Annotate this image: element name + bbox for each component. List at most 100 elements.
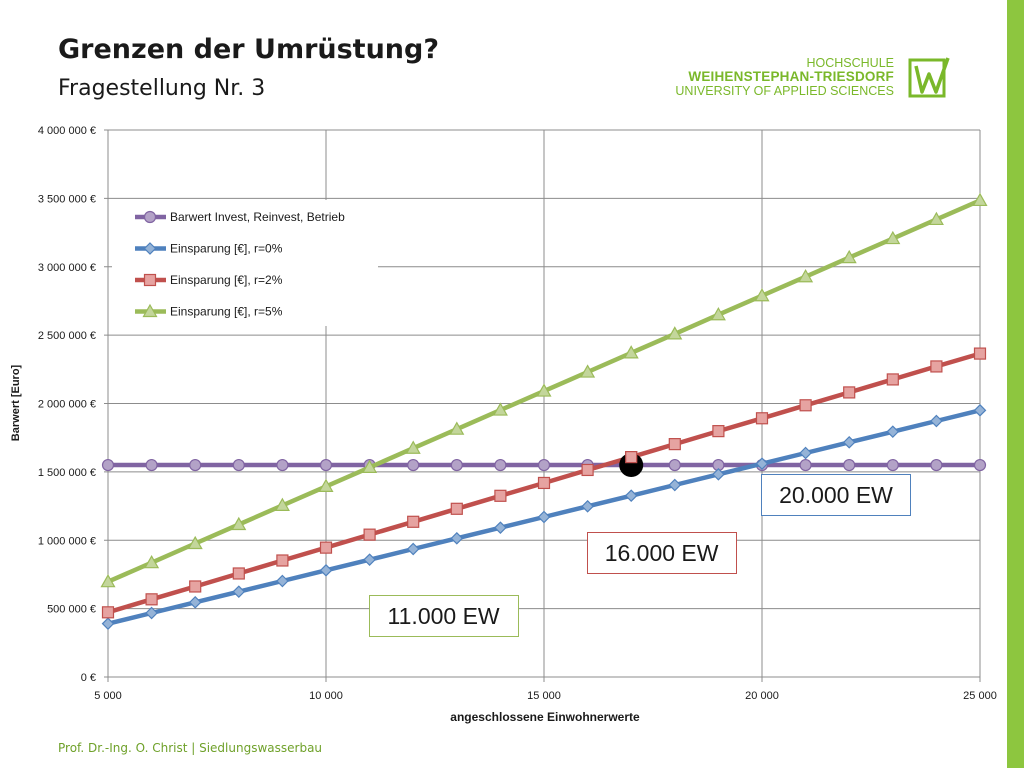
legend-label: Barwert Invest, Reinvest, Betrieb (170, 210, 345, 224)
data-point (710, 307, 726, 321)
data-point (450, 458, 463, 472)
data-point (625, 451, 638, 464)
slide-title: Grenzen der Umrüstung? (58, 34, 440, 65)
chart-series (100, 192, 988, 631)
y-tick-label: 1 000 000 € (38, 535, 96, 547)
logo-line-1: HOCHSCHULE (806, 56, 894, 70)
data-point (144, 554, 160, 569)
data-point (407, 458, 420, 472)
data-point (492, 402, 508, 416)
footer-text: Prof. Dr.-Ing. O. Christ | Siedlungswass… (58, 741, 323, 755)
data-point (101, 617, 115, 631)
data-point (537, 476, 551, 490)
x-tick-label: 25 000 (963, 690, 997, 702)
chart-axes: 0 € 500 000 € 1 000 000 € 1 500 000 € 2 000 … (38, 125, 997, 702)
data-point (143, 242, 157, 255)
data-point (537, 510, 551, 524)
data-point (843, 386, 856, 399)
data-point (362, 459, 378, 473)
data-point (712, 467, 725, 481)
y-axis-label: Barwert [Euro] (10, 364, 22, 441)
data-point (189, 458, 202, 472)
data-point (536, 383, 552, 397)
data-point (232, 585, 246, 599)
slide-subtitle: Fragestellung Nr. 3 (58, 76, 266, 101)
data-point (799, 458, 812, 472)
data-point (187, 535, 203, 550)
series-1 (101, 403, 987, 631)
university-logo: HOCHSCHULE WEIHENSTEPHAN-TRIESDORF UNIVE… (675, 56, 956, 102)
data-point (842, 435, 856, 449)
data-point (973, 347, 987, 360)
data-point (319, 541, 333, 554)
logo-text: HOCHSCHULE WEIHENSTEPHAN-TRIESDORF UNIVE… (675, 56, 894, 98)
data-point (623, 345, 639, 359)
data-point (799, 446, 812, 460)
data-point (405, 440, 421, 454)
y-tick-label: 3 000 000 € (38, 262, 96, 274)
data-point (142, 303, 158, 318)
x-tick-label: 5 000 (94, 690, 122, 702)
y-tick-label: 500 000 € (47, 604, 96, 616)
data-point (886, 425, 900, 439)
data-point (886, 373, 899, 386)
series-2 (101, 347, 987, 619)
data-point (799, 399, 812, 412)
x-tick-label: 20 000 (745, 690, 779, 702)
logo-line-2: WEIHENSTEPHAN-TRIESDORF (688, 69, 894, 84)
data-point (145, 606, 158, 620)
hswt-logo-icon (908, 57, 950, 98)
data-point (231, 516, 247, 531)
data-point (930, 360, 943, 373)
data-point (494, 489, 507, 502)
data-point (581, 499, 594, 513)
data-point (449, 421, 465, 435)
data-point (363, 528, 376, 541)
callout-20000-ew: 20.000 EW (761, 474, 911, 517)
y-tick-label: 1 500 000 € (38, 467, 96, 479)
data-point (363, 553, 376, 567)
data-point (537, 458, 551, 472)
logo-line-3: UNIVERSITY OF APPLIED SCIENCES (675, 84, 894, 98)
data-point (232, 458, 245, 472)
x-axis-label: angeschlossene Einwohnerwerte (450, 710, 640, 724)
data-point (145, 593, 158, 606)
data-point (319, 563, 333, 577)
data-point (276, 458, 289, 472)
data-point (100, 573, 116, 588)
data-point (755, 412, 769, 425)
y-tick-label: 2 500 000 € (38, 330, 96, 342)
chart-legend: Barwert Invest, Reinvest, Betrieb Einspar… (112, 200, 378, 326)
legend-label: Einsparung [€], r=2% (170, 273, 283, 287)
data-point (450, 531, 464, 545)
data-point (319, 458, 333, 472)
data-point (886, 458, 899, 472)
data-point (754, 288, 770, 302)
data-point (712, 425, 725, 438)
data-point (188, 595, 202, 609)
data-point (232, 567, 245, 580)
x-tick-label: 15 000 (527, 690, 561, 702)
data-point (494, 521, 507, 535)
data-point (101, 458, 115, 472)
series-3 (100, 192, 988, 588)
data-point (276, 554, 289, 567)
data-point (318, 478, 334, 492)
data-point (580, 364, 596, 378)
data-point (973, 458, 987, 472)
legend-label: Einsparung [€], r=5% (170, 305, 283, 319)
callout-16000-ew: 16.000 EW (586, 531, 737, 574)
data-point (668, 478, 682, 492)
data-point (407, 515, 420, 528)
data-point (667, 326, 683, 340)
data-point (930, 414, 943, 428)
data-point (755, 457, 769, 471)
y-tick-label: 2 000 000 € (38, 399, 96, 411)
data-point (624, 489, 638, 503)
data-point (274, 497, 290, 511)
data-point (930, 458, 943, 472)
data-point (928, 211, 944, 226)
data-point (973, 403, 987, 417)
accent-bar (1007, 0, 1024, 768)
legend-label: Einsparung [€], r=0% (170, 242, 283, 256)
